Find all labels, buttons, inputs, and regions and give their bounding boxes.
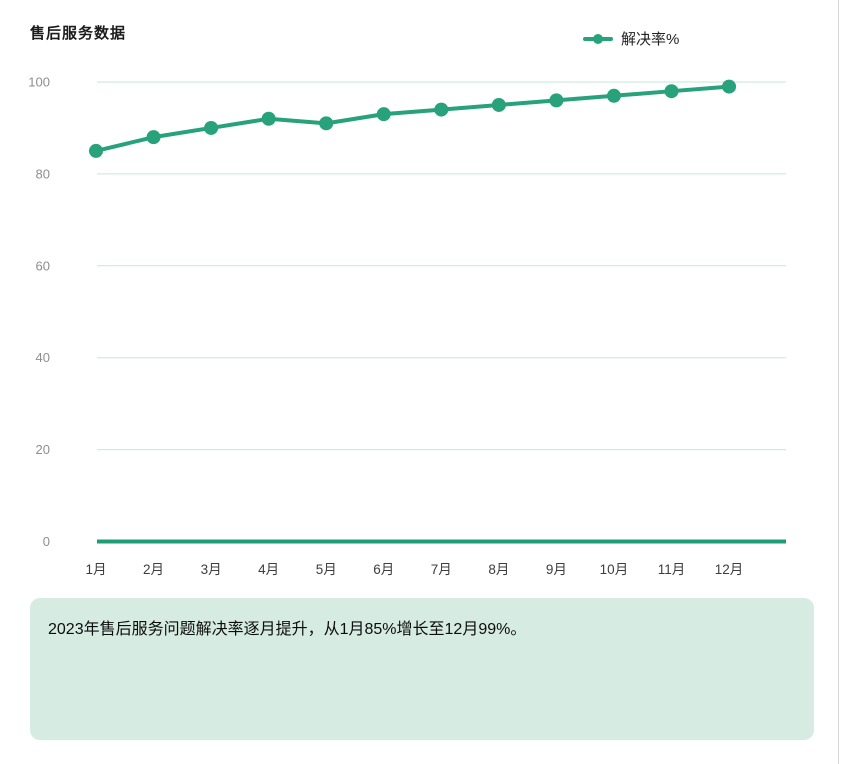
x-axis-label: 2月 [143,562,164,577]
legend-item[interactable]: 解决率% [583,28,679,49]
x-axis-label: 4月 [258,562,279,577]
data-point[interactable] [89,143,103,158]
chart-title: 售后服务数据 [30,25,127,42]
x-axis-label: 7月 [431,562,452,577]
data-point[interactable] [549,93,564,108]
legend-label: 解决率% [621,31,680,48]
x-axis-label: 3月 [201,562,222,577]
line-chart: 0 20 40 60 80 100 1月 2月 3月 4月 5月 6月 7月 8月 9月 10月 11月 12月 [28,75,786,577]
x-axis-label: 11月 [658,562,686,577]
summary-text: 2023年售后服务问题解决率逐月提升，从1月85%增长至12月99%。 [48,621,527,638]
legend-line-marker [583,33,613,44]
data-point[interactable] [376,107,391,122]
y-axis-label: 0 [43,534,50,549]
data-point[interactable] [319,116,334,131]
y-axis-label: 100 [28,75,50,90]
x-axis-label: 5月 [316,562,337,577]
y-axis-label: 60 [36,258,50,273]
data-point[interactable] [146,130,161,145]
x-axis-label: 6月 [373,562,394,577]
legend-dot-icon [593,33,603,44]
data-point[interactable] [491,97,506,112]
y-axis-label: 20 [36,442,50,457]
page-right-border [838,0,839,764]
data-point[interactable] [261,111,276,126]
series-line [94,84,732,153]
x-axis-label: 9月 [546,562,567,577]
y-axis-label: 80 [36,166,50,181]
summary-panel: 2023年售后服务问题解决率逐月提升，从1月85%增长至12月99%。 [30,598,814,740]
x-axis-label: 1月 [85,562,106,577]
data-point[interactable] [664,84,679,99]
x-axis-label: 12月 [715,562,744,577]
data-point[interactable] [434,102,449,117]
x-axis-label: 8月 [488,562,509,577]
data-point[interactable] [204,120,219,135]
data-point[interactable] [722,79,737,94]
y-axis-label: 40 [36,350,50,365]
data-point[interactable] [606,88,621,103]
x-axis-label: 10月 [600,562,629,577]
